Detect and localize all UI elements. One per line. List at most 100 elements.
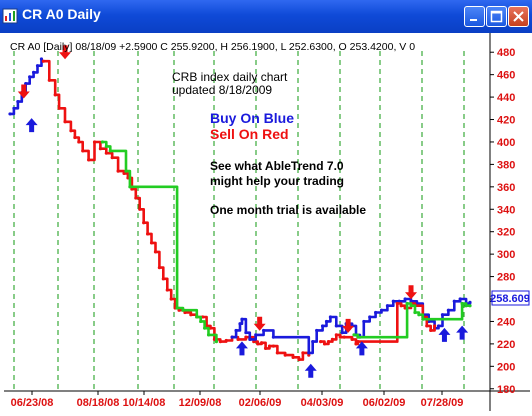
sell-arrow-icon [342, 318, 355, 333]
y-tick-label: 320 [497, 227, 515, 239]
buy-arrow-icon [235, 341, 248, 356]
price-point [122, 171, 126, 175]
price-point [397, 299, 401, 303]
sell-arrow-icon [59, 45, 72, 60]
y-tick-label: 400 [497, 137, 515, 149]
price-point [354, 342, 358, 346]
y-tick-label: 340 [497, 204, 515, 216]
price-point [16, 99, 20, 104]
price-point [24, 82, 28, 86]
price-point [413, 310, 417, 315]
y-tick-label: 460 [497, 70, 515, 82]
price-point [47, 78, 51, 82]
price-point [134, 196, 138, 200]
price-point [417, 313, 421, 317]
price-point [28, 75, 32, 79]
price-point [399, 304, 403, 308]
price-point [169, 297, 173, 301]
x-tick-label: 12/09/08 [179, 397, 222, 409]
price-point [261, 328, 266, 333]
price-point [98, 147, 103, 151]
price-point [69, 129, 73, 133]
chart-area[interactable]: 1802002202402602803003203403603804004204… [4, 33, 530, 411]
price-point [199, 319, 203, 324]
x-tick-label: 07/28/09 [421, 397, 464, 409]
y-tick-label: 440 [497, 92, 515, 104]
price-point [403, 297, 407, 301]
price-point [248, 337, 252, 341]
price-point [87, 158, 91, 162]
price-point [291, 355, 295, 359]
price-point [31, 70, 36, 75]
price-point [92, 140, 97, 144]
price-point [368, 315, 372, 319]
y-tick-label: 360 [497, 182, 515, 194]
price-point [224, 338, 228, 343]
chart-caption-line2: updated 8/18/2009 [172, 83, 272, 97]
window-title: CR A0 Daily [22, 6, 101, 22]
price-point [307, 353, 311, 357]
buy-arrow-icon [25, 118, 38, 133]
x-tick-label: 10/14/08 [123, 397, 166, 409]
title-bar[interactable]: CR A0 Daily [0, 0, 532, 33]
header-info-line: CR A0 [Daily] 08/18/09 +2.5900 C 255.920… [10, 41, 415, 53]
price-point [230, 335, 234, 339]
price-point [149, 241, 154, 245]
price-point [425, 324, 429, 328]
sell-arrow-icon [17, 84, 30, 99]
last-value-label: 258.609 [490, 293, 530, 305]
price-point [330, 337, 334, 341]
close-button[interactable] [508, 6, 529, 27]
price-point [153, 250, 158, 254]
price-point [57, 106, 61, 110]
price-point [307, 351, 311, 355]
y-tick-label: 300 [497, 249, 515, 261]
price-point [350, 337, 354, 341]
price-point [181, 308, 185, 312]
price-point [124, 169, 128, 173]
price-point [318, 340, 323, 344]
price-point [283, 353, 287, 357]
price-point [138, 207, 142, 211]
price-point [63, 120, 67, 124]
price-point [252, 340, 256, 344]
y-tick-label: 220 [497, 339, 515, 351]
y-tick-label: 420 [497, 115, 515, 127]
price-point [77, 140, 81, 144]
x-tick-label: 04/03/09 [301, 397, 344, 409]
price-point [41, 59, 46, 63]
close-icon [513, 11, 524, 22]
price-point [356, 335, 360, 339]
price-point [409, 304, 413, 308]
price-point [73, 135, 77, 140]
price-point [12, 106, 16, 110]
price-point [142, 221, 146, 225]
price-point [271, 344, 276, 348]
price-point [177, 308, 181, 312]
price-point [260, 341, 264, 345]
price-point [320, 324, 325, 328]
price-point [297, 357, 301, 362]
x-tick-label: 06/02/09 [363, 397, 406, 409]
x-tick-label: 02/06/09 [239, 397, 282, 409]
buy-on-blue-label: Buy On Blue [210, 110, 294, 126]
last-value-box [491, 290, 530, 306]
restore-button[interactable] [486, 6, 507, 27]
price-point [206, 333, 211, 337]
price-point [342, 335, 346, 339]
price-point [100, 140, 104, 144]
chart-app-icon [2, 8, 18, 24]
price-point [379, 308, 384, 312]
price-point [334, 324, 338, 328]
price-point [214, 340, 219, 344]
price-point [165, 288, 169, 292]
price-point [440, 313, 445, 317]
promo-line1: See what AbleTrend 7.0 [210, 159, 344, 173]
price-point [340, 331, 344, 335]
restore-icon [490, 10, 503, 23]
price-point [421, 317, 425, 321]
price-point [458, 297, 462, 301]
minimize-button[interactable] [464, 6, 485, 27]
price-point [464, 304, 468, 308]
price-point [157, 266, 162, 270]
